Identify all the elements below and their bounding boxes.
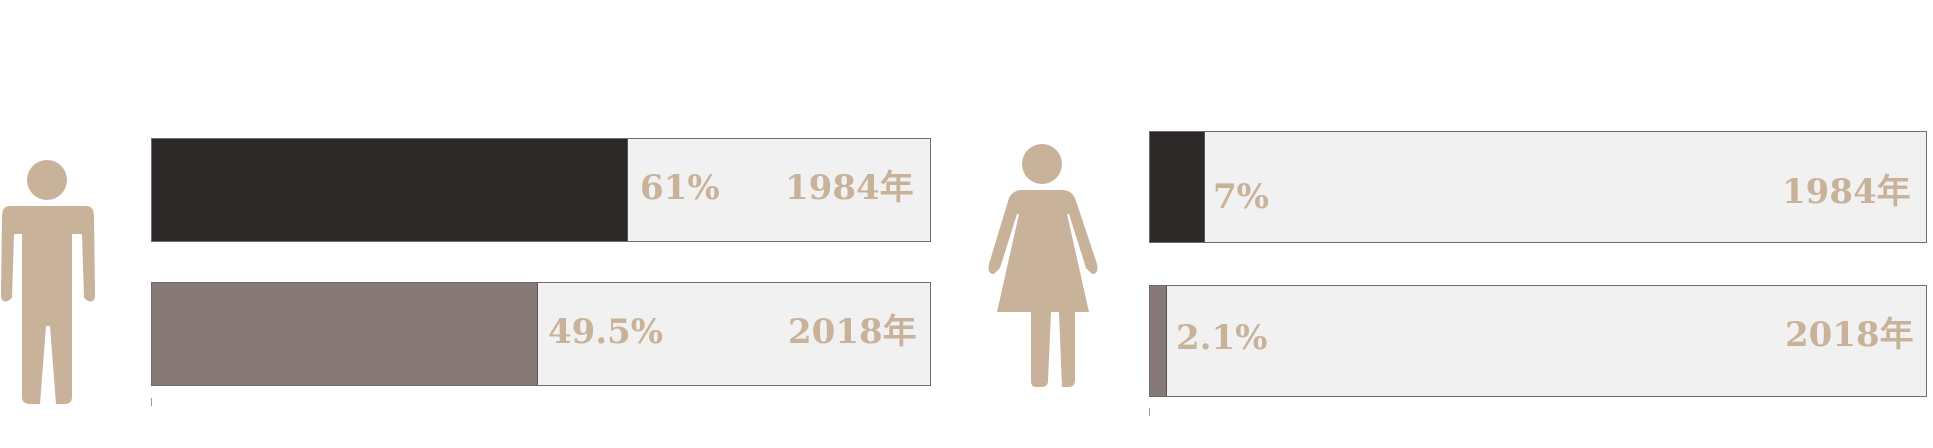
male-icon	[1, 160, 95, 404]
male-bar-2018-value-label: 49.5%	[548, 312, 664, 352]
male-bar-1984-value-label: 61%	[640, 168, 720, 208]
female-bar-1984-value-label: 7%	[1213, 177, 1269, 217]
female-bar-2018-track	[1149, 285, 1927, 397]
female-bar-2018-category-label: 2018年	[1785, 315, 1914, 355]
female-bar-1984	[1150, 132, 1206, 242]
female-icon	[988, 144, 1098, 387]
female-bar-1984-track	[1149, 131, 1927, 243]
male-bar-1984-track	[151, 138, 931, 242]
male-axis-tick	[151, 398, 152, 406]
female-bar-2018-value-label: 2.1%	[1176, 318, 1268, 358]
male-bar-1984	[152, 139, 628, 241]
male-bar-2018-category-label: 2018年	[788, 312, 917, 352]
female-axis-tick	[1149, 408, 1150, 416]
female-bar-2018	[1150, 286, 1168, 396]
male-bar-1984-category-label: 1984年	[785, 168, 914, 208]
male-bar-2018-track	[151, 282, 931, 386]
female-bar-1984-category-label: 1984年	[1782, 172, 1911, 212]
male-bar-2018	[152, 283, 539, 385]
